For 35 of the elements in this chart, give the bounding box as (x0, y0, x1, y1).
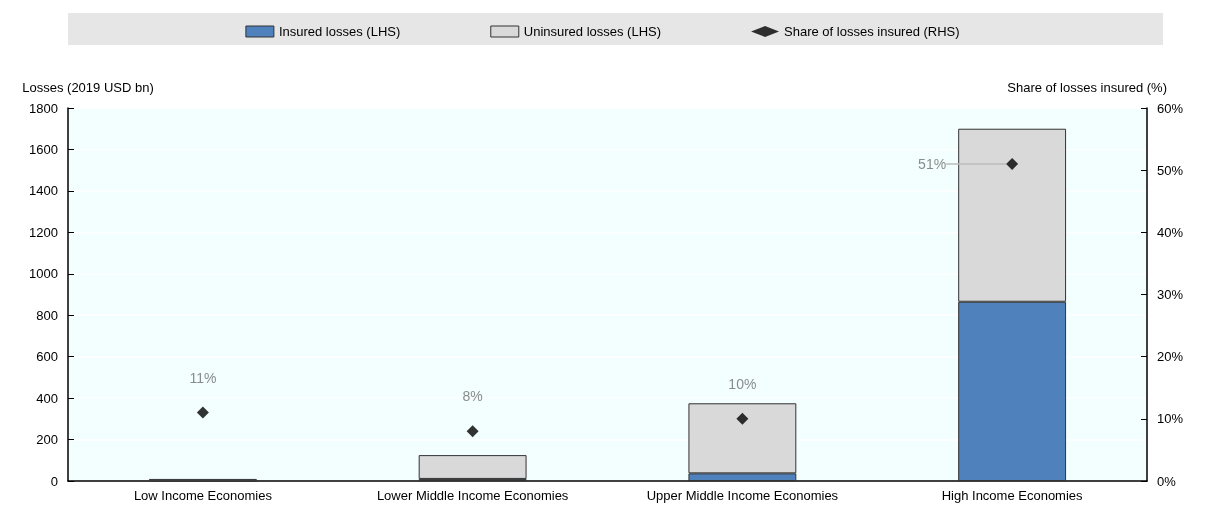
x-tick-label: Lower Middle Income Economies (376, 488, 569, 503)
y-tick-label: 1200 (29, 224, 58, 240)
data-label: 51% (918, 155, 947, 172)
data-label: 11% (189, 369, 217, 386)
y-axis-title: Losses (2019 USD bn) (22, 80, 154, 95)
y-tick-label: 1800 (29, 100, 58, 116)
y-tick-label: 200 (36, 432, 58, 448)
data-label: 10% (728, 375, 757, 392)
point (196, 406, 209, 419)
y2-tick-label: 20% (1157, 349, 1184, 365)
legend-label: Insured losses (LHS) (278, 24, 401, 39)
y-tick-label: 800 (36, 307, 58, 323)
y2-tick-label: 50% (1157, 162, 1184, 178)
point (1006, 157, 1019, 170)
y-tick-label: 1400 (29, 183, 58, 199)
x-tick-label: Upper Middle Income Economies (646, 488, 839, 503)
y2-tick-label: 10% (1157, 411, 1184, 427)
y-tick-label: 0 (50, 473, 58, 489)
y-tick-label: 600 (36, 349, 58, 365)
y-tick-label: 400 (36, 390, 58, 406)
point (466, 425, 479, 438)
data-label: 8% (462, 388, 483, 405)
y-tick-label: 1000 (29, 266, 58, 282)
x-tick-label: Low Income Economies (133, 488, 273, 503)
y2-tick-label: 40% (1157, 224, 1184, 240)
bar (418, 455, 527, 479)
legend-label: Share of losses insured (RHS) (784, 24, 960, 39)
y-tick-label: 1600 (29, 141, 58, 157)
legend-label: Uninsured losses (LHS) (523, 24, 662, 39)
y2-tick-label: 0% (1157, 473, 1177, 489)
x-tick-label: High Income Economies (941, 488, 1084, 503)
y2-tick-label: 30% (1157, 287, 1184, 302)
point (736, 412, 749, 425)
y2-axis-title: Share of losses insured (%) (1007, 80, 1167, 95)
y2-tick-label: 60% (1157, 100, 1184, 116)
